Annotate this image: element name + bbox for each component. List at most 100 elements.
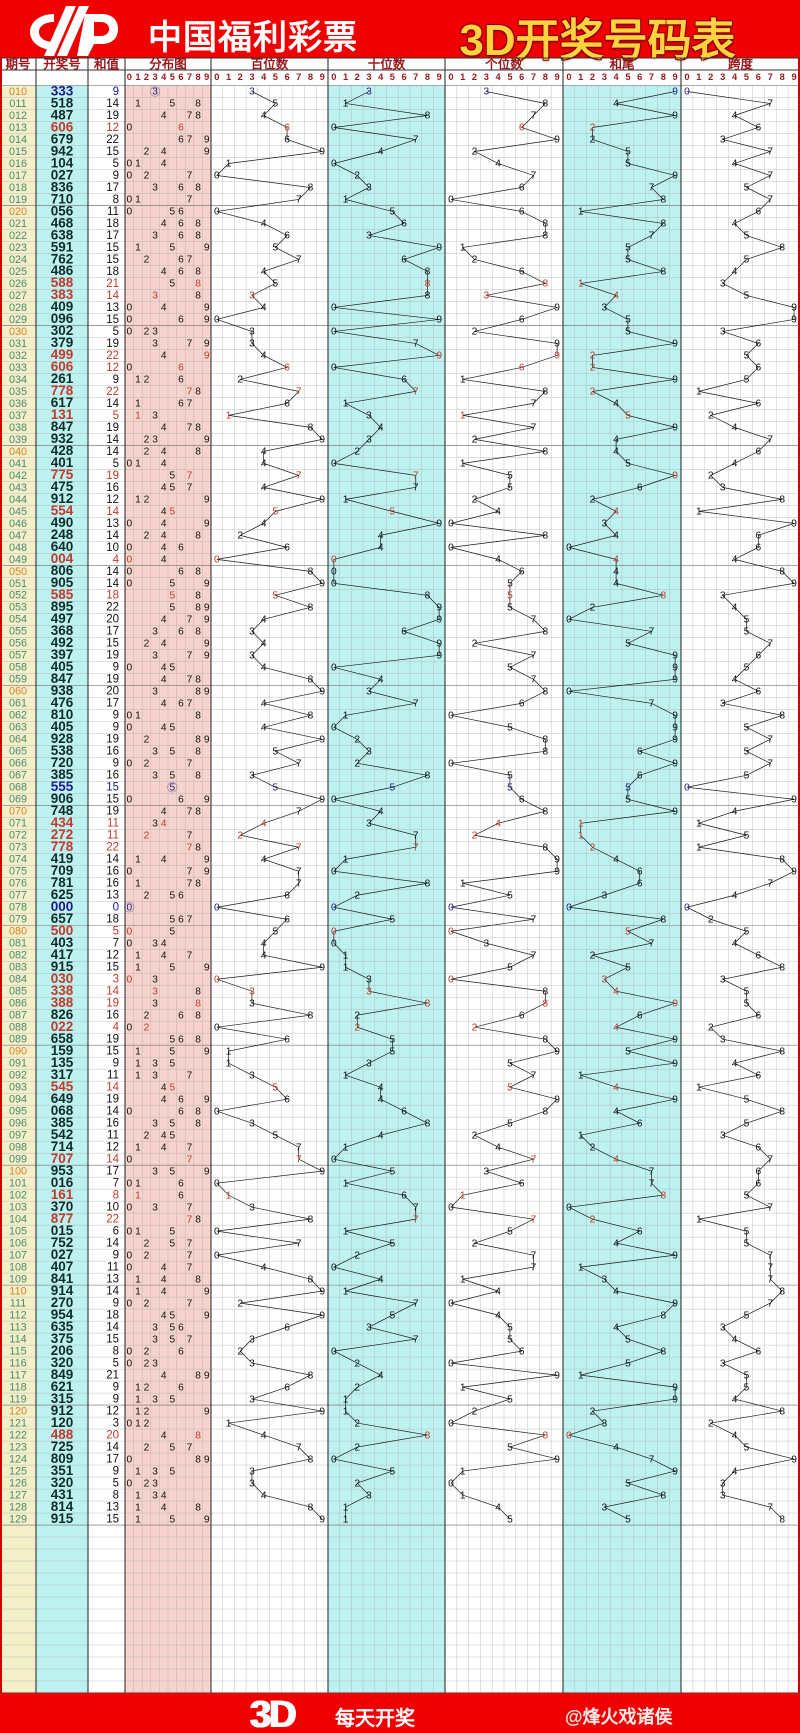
svg-text:6: 6	[284, 914, 290, 925]
svg-text:9: 9	[436, 519, 442, 530]
svg-text:2: 2	[590, 135, 596, 146]
svg-text:0: 0	[448, 1358, 454, 1369]
svg-text:0: 0	[126, 1418, 132, 1429]
svg-text:5: 5	[169, 471, 175, 482]
svg-text:7: 7	[413, 830, 419, 841]
svg-text:1: 1	[343, 1406, 349, 1417]
svg-text:044: 044	[9, 494, 27, 506]
svg-text:16: 16	[106, 770, 119, 782]
svg-text:5: 5	[169, 1166, 175, 1177]
svg-text:7: 7	[296, 195, 302, 206]
svg-text:6: 6	[756, 531, 762, 542]
svg-text:9: 9	[672, 1394, 678, 1405]
svg-text:126: 126	[9, 1477, 27, 1489]
svg-text:7: 7	[187, 387, 193, 398]
svg-text:054: 054	[9, 614, 27, 626]
svg-text:1: 1	[135, 711, 141, 722]
svg-text:2: 2	[144, 1010, 150, 1021]
svg-text:2: 2	[708, 1418, 714, 1429]
svg-text:030: 030	[9, 326, 27, 338]
svg-text:4: 4	[378, 1094, 384, 1105]
svg-text:9: 9	[791, 303, 797, 314]
svg-text:4: 4	[261, 639, 267, 650]
svg-text:5: 5	[507, 471, 513, 482]
svg-text:9: 9	[204, 1370, 210, 1381]
svg-text:7: 7	[113, 938, 119, 950]
svg-text:5: 5	[273, 591, 279, 602]
svg-text:7: 7	[296, 866, 302, 877]
svg-text:2: 2	[590, 842, 596, 853]
svg-text:4: 4	[496, 72, 502, 82]
svg-text:0: 0	[126, 519, 132, 530]
svg-text:9: 9	[672, 806, 678, 817]
svg-text:043: 043	[9, 482, 27, 494]
svg-text:0: 0	[126, 1154, 132, 1165]
svg-text:2: 2	[144, 1346, 150, 1357]
svg-text:3: 3	[483, 938, 489, 949]
svg-text:5: 5	[625, 315, 631, 326]
svg-text:12: 12	[106, 494, 119, 506]
svg-text:8: 8	[542, 231, 548, 242]
svg-text:5: 5	[507, 663, 513, 674]
svg-text:8: 8	[779, 1406, 785, 1417]
svg-text:1: 1	[343, 495, 349, 506]
svg-text:4: 4	[161, 1490, 167, 1501]
svg-text:2: 2	[354, 1442, 360, 1453]
svg-text:103: 103	[9, 1202, 27, 1214]
svg-text:14: 14	[106, 398, 119, 410]
svg-text:2: 2	[144, 890, 150, 901]
svg-text:5: 5	[273, 746, 279, 757]
svg-text:1: 1	[343, 1226, 349, 1237]
svg-text:8: 8	[195, 231, 201, 242]
svg-text:5: 5	[625, 962, 631, 973]
svg-text:8: 8	[779, 567, 785, 578]
svg-text:15: 15	[106, 962, 119, 974]
svg-text:14: 14	[106, 1082, 119, 1094]
svg-text:1: 1	[135, 1070, 141, 1081]
svg-text:4: 4	[378, 423, 384, 434]
svg-text:1: 1	[135, 1274, 141, 1285]
svg-text:14: 14	[106, 578, 119, 590]
svg-text:7: 7	[767, 195, 773, 206]
svg-text:8: 8	[779, 962, 785, 973]
svg-text:7: 7	[531, 651, 537, 662]
svg-text:6: 6	[756, 950, 762, 961]
svg-text:1: 1	[343, 99, 349, 110]
svg-text:069: 069	[9, 794, 27, 806]
svg-text:0: 0	[126, 123, 132, 134]
svg-text:19: 19	[106, 110, 119, 122]
svg-text:5: 5	[744, 926, 750, 937]
svg-text:7: 7	[768, 72, 773, 82]
svg-text:6: 6	[178, 123, 184, 134]
svg-text:0: 0	[126, 1478, 132, 1489]
svg-text:6: 6	[284, 1034, 290, 1045]
svg-text:3: 3	[152, 411, 158, 422]
svg-text:3: 3	[249, 1394, 255, 1405]
svg-text:7: 7	[187, 255, 193, 266]
svg-text:11: 11	[107, 830, 119, 842]
svg-text:7: 7	[187, 72, 192, 82]
svg-text:8: 8	[542, 986, 548, 997]
svg-text:4: 4	[613, 1106, 619, 1117]
svg-text:9: 9	[554, 339, 560, 350]
svg-text:015: 015	[9, 146, 27, 158]
svg-text:1: 1	[226, 1418, 232, 1429]
svg-text:2: 2	[354, 758, 360, 769]
svg-text:083: 083	[9, 962, 27, 974]
svg-text:3: 3	[366, 818, 372, 829]
svg-text:4: 4	[613, 1286, 619, 1297]
svg-text:9: 9	[791, 315, 797, 326]
svg-text:5: 5	[169, 890, 175, 901]
svg-text:8: 8	[779, 711, 785, 722]
svg-text:6: 6	[284, 890, 290, 901]
svg-text:12: 12	[106, 1405, 119, 1417]
svg-text:1: 1	[135, 1406, 141, 1417]
svg-text:19: 19	[106, 806, 119, 818]
svg-text:8: 8	[113, 1346, 119, 1358]
svg-text:2: 2	[144, 1022, 150, 1033]
svg-text:4: 4	[161, 159, 167, 170]
svg-text:7: 7	[767, 1274, 773, 1285]
svg-text:7: 7	[187, 1334, 193, 1345]
svg-text:5: 5	[169, 1238, 175, 1249]
svg-text:9: 9	[113, 1250, 119, 1262]
